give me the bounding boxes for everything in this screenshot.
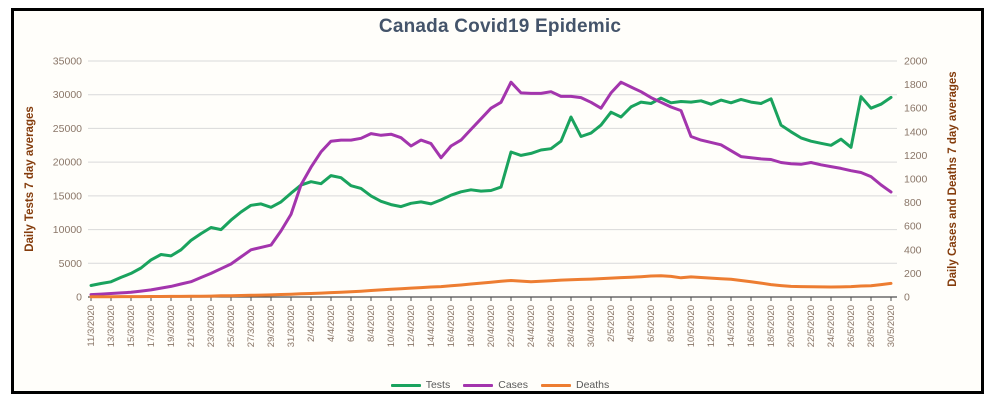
svg-text:23/3/2020: 23/3/2020 bbox=[206, 305, 217, 347]
svg-text:800: 800 bbox=[904, 197, 922, 209]
svg-text:20/4/2020: 20/4/2020 bbox=[486, 305, 497, 347]
svg-text:0: 0 bbox=[76, 292, 82, 304]
svg-text:2000: 2000 bbox=[904, 56, 928, 68]
x-axis-labels: 11/3/2020 13/3/2020 15/3/2020 17/3/2020 19/3… bbox=[86, 305, 897, 347]
legend-label-cases: Cases bbox=[498, 379, 528, 391]
svg-text:4/4/2020: 4/4/2020 bbox=[326, 305, 337, 342]
legend-label-deaths: Deaths bbox=[576, 379, 610, 391]
svg-text:1600: 1600 bbox=[904, 103, 928, 115]
series-line-cases bbox=[89, 80, 893, 297]
legend-label-tests: Tests bbox=[425, 379, 451, 391]
svg-text:14/4/2020: 14/4/2020 bbox=[426, 305, 437, 347]
svg-text:20000: 20000 bbox=[53, 157, 82, 169]
y-axis-left-labels: 0 5000 10000 15000 20000 25000 30000 35000 bbox=[53, 56, 82, 304]
legend: Tests Cases Deaths bbox=[0, 379, 1000, 391]
svg-text:10/4/2020: 10/4/2020 bbox=[386, 305, 397, 347]
legend-item-cases[interactable]: Cases bbox=[463, 379, 528, 391]
svg-text:25/3/2020: 25/3/2020 bbox=[226, 305, 237, 347]
svg-text:6/5/2020: 6/5/2020 bbox=[646, 305, 657, 342]
svg-text:26/4/2020: 26/4/2020 bbox=[546, 305, 557, 347]
chart-area-frame[interactable] bbox=[11, 8, 984, 394]
svg-text:16/4/2020: 16/4/2020 bbox=[446, 305, 457, 347]
svg-text:30/5/2020: 30/5/2020 bbox=[886, 305, 897, 347]
chart-title: Canada Covid19 Epidemic bbox=[378, 16, 622, 37]
svg-text:10000: 10000 bbox=[53, 224, 82, 236]
svg-text:5000: 5000 bbox=[59, 258, 83, 270]
svg-text:8/4/2020: 8/4/2020 bbox=[366, 305, 377, 342]
legend-item-deaths[interactable]: Deaths bbox=[541, 379, 609, 391]
svg-text:30/4/2020: 30/4/2020 bbox=[586, 305, 597, 347]
svg-text:11/3/2020: 11/3/2020 bbox=[86, 305, 97, 347]
svg-text:27/3/2020: 27/3/2020 bbox=[246, 305, 257, 347]
svg-text:18/4/2020: 18/4/2020 bbox=[466, 305, 477, 347]
svg-text:10/5/2020: 10/5/2020 bbox=[686, 305, 697, 347]
svg-text:24/5/2020: 24/5/2020 bbox=[826, 305, 837, 347]
svg-text:16/5/2020: 16/5/2020 bbox=[746, 305, 757, 347]
svg-text:2/5/2020: 2/5/2020 bbox=[606, 305, 617, 342]
svg-text:0: 0 bbox=[904, 292, 910, 304]
svg-text:26/5/2020: 26/5/2020 bbox=[846, 305, 857, 347]
svg-text:24/4/2020: 24/4/2020 bbox=[526, 305, 537, 347]
svg-text:15/3/2020: 15/3/2020 bbox=[126, 305, 137, 347]
svg-text:1000: 1000 bbox=[904, 174, 928, 186]
legend-item-tests[interactable]: Tests bbox=[390, 379, 451, 391]
svg-text:18/5/2020: 18/5/2020 bbox=[766, 305, 777, 347]
svg-text:6/4/2020: 6/4/2020 bbox=[346, 305, 357, 342]
svg-text:22/4/2020: 22/4/2020 bbox=[506, 305, 517, 347]
svg-text:30000: 30000 bbox=[53, 89, 82, 101]
svg-text:20/5/2020: 20/5/2020 bbox=[786, 305, 797, 347]
series-line-deaths bbox=[89, 274, 893, 299]
svg-text:25000: 25000 bbox=[53, 123, 82, 135]
cases-line-swatch bbox=[463, 383, 494, 387]
svg-text:8/5/2020: 8/5/2020 bbox=[666, 305, 677, 342]
svg-text:1400: 1400 bbox=[904, 126, 928, 138]
svg-text:600: 600 bbox=[904, 221, 922, 233]
y-axis-right-labels: 0 200 400 600 800 1000 1200 1400 1600 1800 2000 bbox=[904, 56, 928, 304]
svg-text:1800: 1800 bbox=[904, 79, 928, 91]
svg-text:21/3/2020: 21/3/2020 bbox=[186, 305, 197, 347]
svg-text:35000: 35000 bbox=[53, 56, 82, 68]
svg-text:17/3/2020: 17/3/2020 bbox=[146, 305, 157, 347]
svg-text:29/3/2020: 29/3/2020 bbox=[266, 305, 277, 347]
gridlines bbox=[88, 60, 897, 264]
svg-text:4/5/2020: 4/5/2020 bbox=[626, 305, 637, 342]
svg-text:400: 400 bbox=[904, 244, 922, 256]
svg-text:2/4/2020: 2/4/2020 bbox=[306, 305, 317, 342]
svg-text:200: 200 bbox=[904, 268, 922, 280]
deaths-line-swatch bbox=[541, 383, 571, 387]
svg-text:12/4/2020: 12/4/2020 bbox=[406, 305, 417, 347]
svg-text:12/5/2020: 12/5/2020 bbox=[706, 305, 717, 347]
svg-text:19/3/2020: 19/3/2020 bbox=[166, 305, 177, 347]
svg-text:28/5/2020: 28/5/2020 bbox=[866, 305, 877, 347]
svg-text:15000: 15000 bbox=[53, 190, 82, 202]
svg-text:14/5/2020: 14/5/2020 bbox=[726, 305, 737, 347]
svg-text:28/4/2020: 28/4/2020 bbox=[566, 305, 577, 347]
svg-text:22/5/2020: 22/5/2020 bbox=[806, 305, 817, 347]
tests-line-swatch bbox=[390, 383, 421, 387]
series-line-tests bbox=[89, 95, 893, 287]
svg-text:1200: 1200 bbox=[904, 150, 928, 162]
svg-text:13/3/2020: 13/3/2020 bbox=[106, 305, 117, 347]
svg-text:31/3/2020: 31/3/2020 bbox=[286, 305, 297, 347]
